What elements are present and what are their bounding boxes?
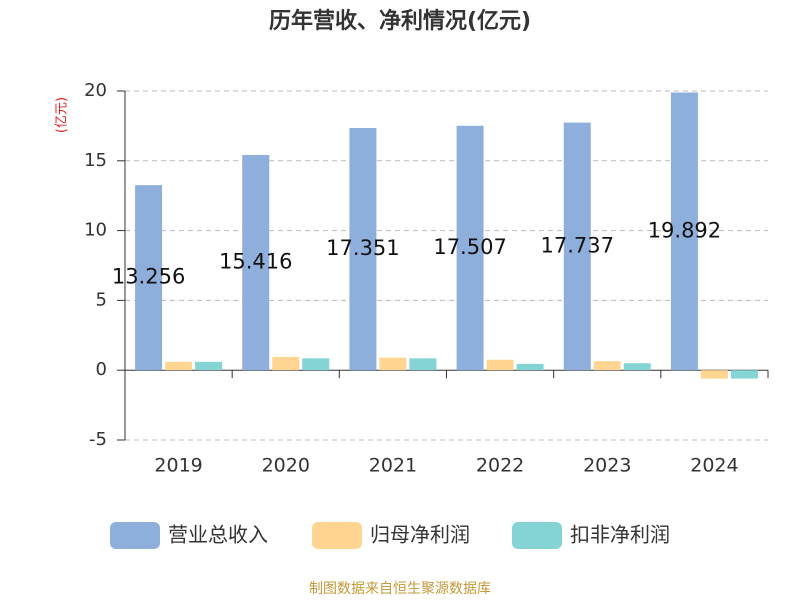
data-label: 17.507 bbox=[433, 235, 506, 259]
bar bbox=[379, 357, 407, 371]
bar bbox=[272, 356, 300, 371]
source: 制图数据来自恒生聚源数据库 bbox=[309, 581, 491, 597]
y-tick-label: 5 bbox=[96, 289, 107, 310]
y-tick-label: 10 bbox=[84, 220, 107, 241]
bar bbox=[670, 92, 698, 371]
bar bbox=[486, 359, 514, 371]
x-tick-label: 2020 bbox=[262, 455, 310, 477]
y-axis-label: (亿元) bbox=[55, 97, 70, 133]
bar bbox=[700, 370, 728, 379]
bar bbox=[593, 361, 621, 371]
legend-swatch bbox=[312, 522, 362, 549]
bar bbox=[730, 370, 758, 379]
bar bbox=[456, 125, 484, 371]
data-label: 19.892 bbox=[648, 218, 721, 242]
bar bbox=[623, 363, 651, 371]
x-tick-label: 2022 bbox=[476, 455, 524, 477]
legend-swatch bbox=[512, 522, 562, 549]
legend-label: 营业总收入 bbox=[168, 523, 268, 547]
x-tick-label: 2023 bbox=[583, 455, 631, 477]
bar bbox=[563, 122, 591, 371]
bar bbox=[349, 127, 377, 371]
bar bbox=[302, 358, 330, 371]
x-tick-label: 2024 bbox=[690, 455, 738, 477]
data-label: 13.256 bbox=[112, 265, 185, 289]
legend-swatch bbox=[110, 522, 160, 549]
data-label: 17.737 bbox=[541, 233, 614, 257]
y-tick-label: 15 bbox=[84, 150, 107, 171]
bar bbox=[242, 154, 270, 371]
bar bbox=[195, 361, 223, 371]
y-tick-label: -5 bbox=[89, 429, 107, 450]
y-tick-label: 0 bbox=[96, 359, 107, 380]
bar bbox=[165, 361, 193, 371]
y-tick-label: 20 bbox=[84, 80, 107, 101]
bar bbox=[516, 363, 544, 371]
x-tick-label: 2021 bbox=[369, 455, 417, 477]
legend-label: 扣非净利润 bbox=[570, 523, 670, 547]
bar bbox=[135, 185, 163, 371]
chart-title: 历年营收、净利情况(亿元) bbox=[269, 8, 531, 34]
legend-label: 归母净利润 bbox=[370, 523, 470, 547]
bar bbox=[409, 358, 437, 371]
data-label: 17.351 bbox=[326, 236, 399, 260]
data-label: 15.416 bbox=[219, 250, 292, 274]
x-tick-label: 2019 bbox=[154, 455, 202, 477]
